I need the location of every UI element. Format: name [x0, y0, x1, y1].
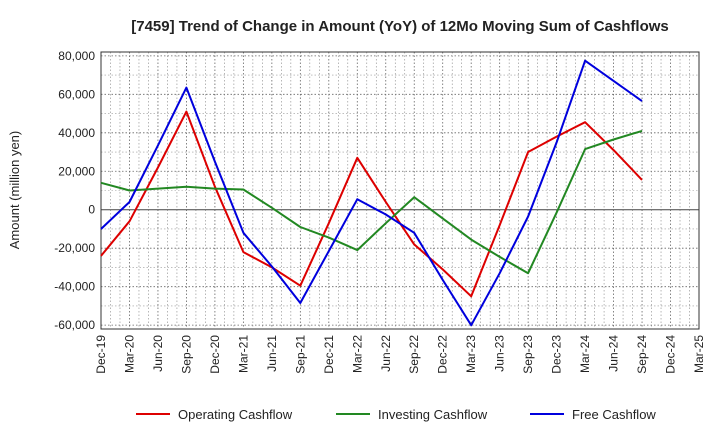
x-tick-label: Sep-21 [293, 335, 307, 374]
x-tick-label: Mar-25 [692, 335, 706, 373]
x-tick-label: Dec-22 [436, 335, 450, 374]
x-tick-label: Jun-22 [379, 335, 393, 372]
y-tick-label: 40,000 [58, 126, 95, 140]
legend-label-investing: Investing Cashflow [378, 407, 488, 422]
y-tick-label: 20,000 [58, 164, 95, 178]
x-tick-label: Dec-19 [94, 335, 108, 374]
y-tick-label: -40,000 [54, 280, 95, 294]
x-tick-label: Mar-20 [122, 335, 136, 373]
y-axis-ticks: 80,000 60,000 40,000 20,000 0 -20,000 -40,000 -… [54, 49, 95, 332]
x-tick-label: Dec-23 [550, 335, 564, 374]
series-line-free [100, 59, 643, 327]
plot-area-border [100, 51, 700, 330]
x-tick-label: Jun-23 [493, 335, 507, 372]
x-tick-label: Jun-21 [265, 335, 279, 372]
chart-title: [7459] Trend of Change in Amount (YoY) o… [131, 18, 669, 35]
y-tick-label: -20,000 [54, 241, 95, 255]
x-tick-label: Mar-23 [464, 335, 478, 373]
x-tick-label: Dec-24 [664, 335, 678, 374]
x-tick-label: Sep-23 [521, 335, 535, 374]
x-tick-label: Sep-22 [407, 335, 421, 374]
y-tick-label: 0 [88, 203, 95, 217]
y-axis-label: Amount (million yen) [7, 131, 22, 250]
x-tick-label: Dec-20 [208, 335, 222, 374]
x-tick-label: Mar-22 [350, 335, 364, 373]
series-line-investing [100, 129, 643, 275]
x-tick-label: Jun-20 [151, 335, 165, 372]
x-tick-label: Jun-24 [607, 335, 621, 372]
y-tick-label: 80,000 [58, 49, 95, 63]
series-lines [100, 59, 643, 327]
x-tick-label: Sep-20 [179, 335, 193, 374]
y-tick-label: -60,000 [54, 318, 95, 332]
series-line-operating [100, 110, 643, 298]
legend-label-operating: Operating Cashflow [178, 407, 293, 422]
x-tick-label: Mar-24 [578, 335, 592, 373]
x-tick-label: Dec-21 [322, 335, 336, 374]
x-tick-label: Sep-24 [635, 335, 649, 374]
x-tick-label: Mar-21 [236, 335, 250, 373]
legend: Operating Cashflow Investing Cashflow Free… [136, 407, 656, 422]
legend-label-free: Free Cashflow [572, 407, 656, 422]
y-tick-label: 60,000 [58, 87, 95, 101]
x-axis-ticks: Dec-19 Mar-20 Jun-20 Sep-20 Dec-20 Mar-21 Jun-… [94, 335, 706, 374]
grid [100, 52, 700, 329]
